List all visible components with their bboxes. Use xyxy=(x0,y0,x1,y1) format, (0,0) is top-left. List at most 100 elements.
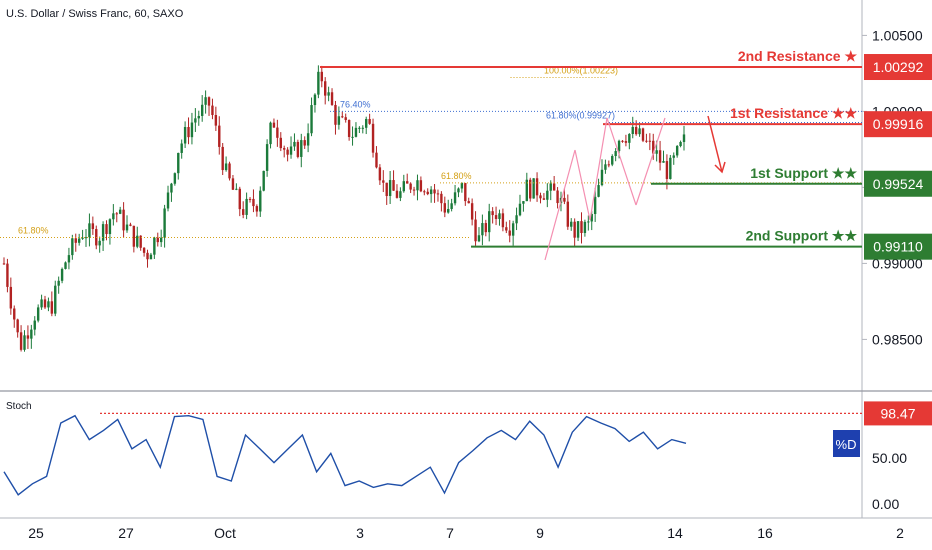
candle-body xyxy=(429,189,433,195)
candle-body xyxy=(132,225,136,247)
resistance-price-badge-label: 0.99916 xyxy=(873,116,924,132)
candle-body xyxy=(611,156,614,165)
candle-body xyxy=(399,191,402,198)
candle-body xyxy=(590,214,593,222)
candle-body xyxy=(467,201,470,204)
fib-level-label: 76.40% xyxy=(340,99,371,109)
candle-body xyxy=(505,227,508,231)
candle-body xyxy=(529,179,532,199)
candle-body xyxy=(535,178,539,196)
candle-body xyxy=(293,141,296,147)
fib-level-label: 61.80% xyxy=(441,171,472,181)
forecast-arrowhead xyxy=(714,161,726,174)
candle-body xyxy=(470,203,474,220)
candle-body xyxy=(573,221,576,238)
candle-body xyxy=(228,163,231,179)
candle-body xyxy=(211,105,214,116)
pattern-arrow xyxy=(606,117,637,206)
candle-body xyxy=(327,92,330,96)
candle-body xyxy=(272,122,276,128)
candle-body xyxy=(406,181,409,184)
candle-body xyxy=(47,301,50,308)
candle-body xyxy=(450,203,453,209)
candle-body xyxy=(583,221,587,234)
candle-body xyxy=(183,127,187,144)
candle-body xyxy=(310,105,313,134)
candle-body xyxy=(88,223,91,238)
time-tick-label: 16 xyxy=(757,525,773,541)
candle-body xyxy=(159,237,163,243)
candle-body xyxy=(576,221,580,238)
candle-body xyxy=(255,206,259,212)
candle-body xyxy=(16,319,19,333)
candle-body xyxy=(484,223,488,233)
stoch-label: Stoch xyxy=(6,401,32,412)
resistance-level-name: 2nd Resistance ★ xyxy=(738,48,858,64)
time-tick-label: 3 xyxy=(356,525,364,541)
candle-body xyxy=(433,189,436,194)
candle-body xyxy=(125,224,129,231)
candle-body xyxy=(658,150,662,163)
time-tick-label: Oct xyxy=(214,525,236,541)
support-price-badge xyxy=(864,233,932,260)
candle-body xyxy=(33,320,36,330)
candle-body xyxy=(447,208,450,213)
candle-body xyxy=(296,141,300,157)
candle-body xyxy=(477,235,481,242)
candle-body xyxy=(81,237,84,239)
candle-body xyxy=(563,197,566,202)
candle-body xyxy=(416,180,419,191)
candle-body xyxy=(474,219,477,242)
candle-body xyxy=(139,235,142,248)
candle-body xyxy=(224,163,228,171)
candle-body xyxy=(330,92,334,105)
candle-body xyxy=(40,299,43,308)
candle-body xyxy=(170,183,173,193)
stoch-tick-label: 50.00 xyxy=(872,450,907,466)
support-price-badge-label: 0.99110 xyxy=(873,239,923,255)
candle-body xyxy=(241,209,245,215)
candle-body xyxy=(146,252,149,260)
candle-body xyxy=(283,148,286,150)
candle-body xyxy=(84,237,88,239)
support-price-badge-label: 0.99524 xyxy=(873,176,924,192)
candle-body xyxy=(313,94,317,106)
candle-body xyxy=(142,247,146,253)
pattern-arrow xyxy=(635,117,666,206)
candle-body xyxy=(9,286,13,309)
candle-body xyxy=(546,190,549,200)
candle-body xyxy=(645,140,648,142)
candle-body xyxy=(604,164,607,170)
candle-body xyxy=(641,128,645,141)
candle-body xyxy=(177,152,180,174)
support-level-name: 1st Support ★★ xyxy=(750,165,857,181)
fib-level-label: 61.80% xyxy=(18,226,49,236)
support-price-badge xyxy=(864,170,932,197)
candle-body xyxy=(498,213,501,219)
candle-body xyxy=(286,149,289,155)
candle-body xyxy=(638,128,641,135)
candle-body xyxy=(440,193,443,204)
candle-body xyxy=(624,141,628,143)
candle-body xyxy=(532,178,535,199)
candle-body xyxy=(57,280,60,286)
candle-body xyxy=(665,161,669,179)
candle-body xyxy=(269,122,272,145)
candle-body xyxy=(238,188,241,210)
candle-body xyxy=(382,180,385,183)
candle-body xyxy=(600,169,604,186)
candle-body xyxy=(341,116,344,118)
candle-body xyxy=(488,211,491,233)
candle-body xyxy=(351,136,354,138)
candle-body xyxy=(549,183,552,191)
candle-body xyxy=(129,224,132,226)
candle-body xyxy=(580,221,583,234)
candle-body xyxy=(361,127,364,129)
candle-body xyxy=(652,140,655,154)
candle-body xyxy=(2,263,6,265)
candle-body xyxy=(149,254,153,260)
candle-body xyxy=(67,255,71,263)
candle-body xyxy=(491,211,494,216)
pattern-arrow xyxy=(589,117,608,221)
resistance-level-name: 1st Resistance ★★ xyxy=(730,105,857,121)
